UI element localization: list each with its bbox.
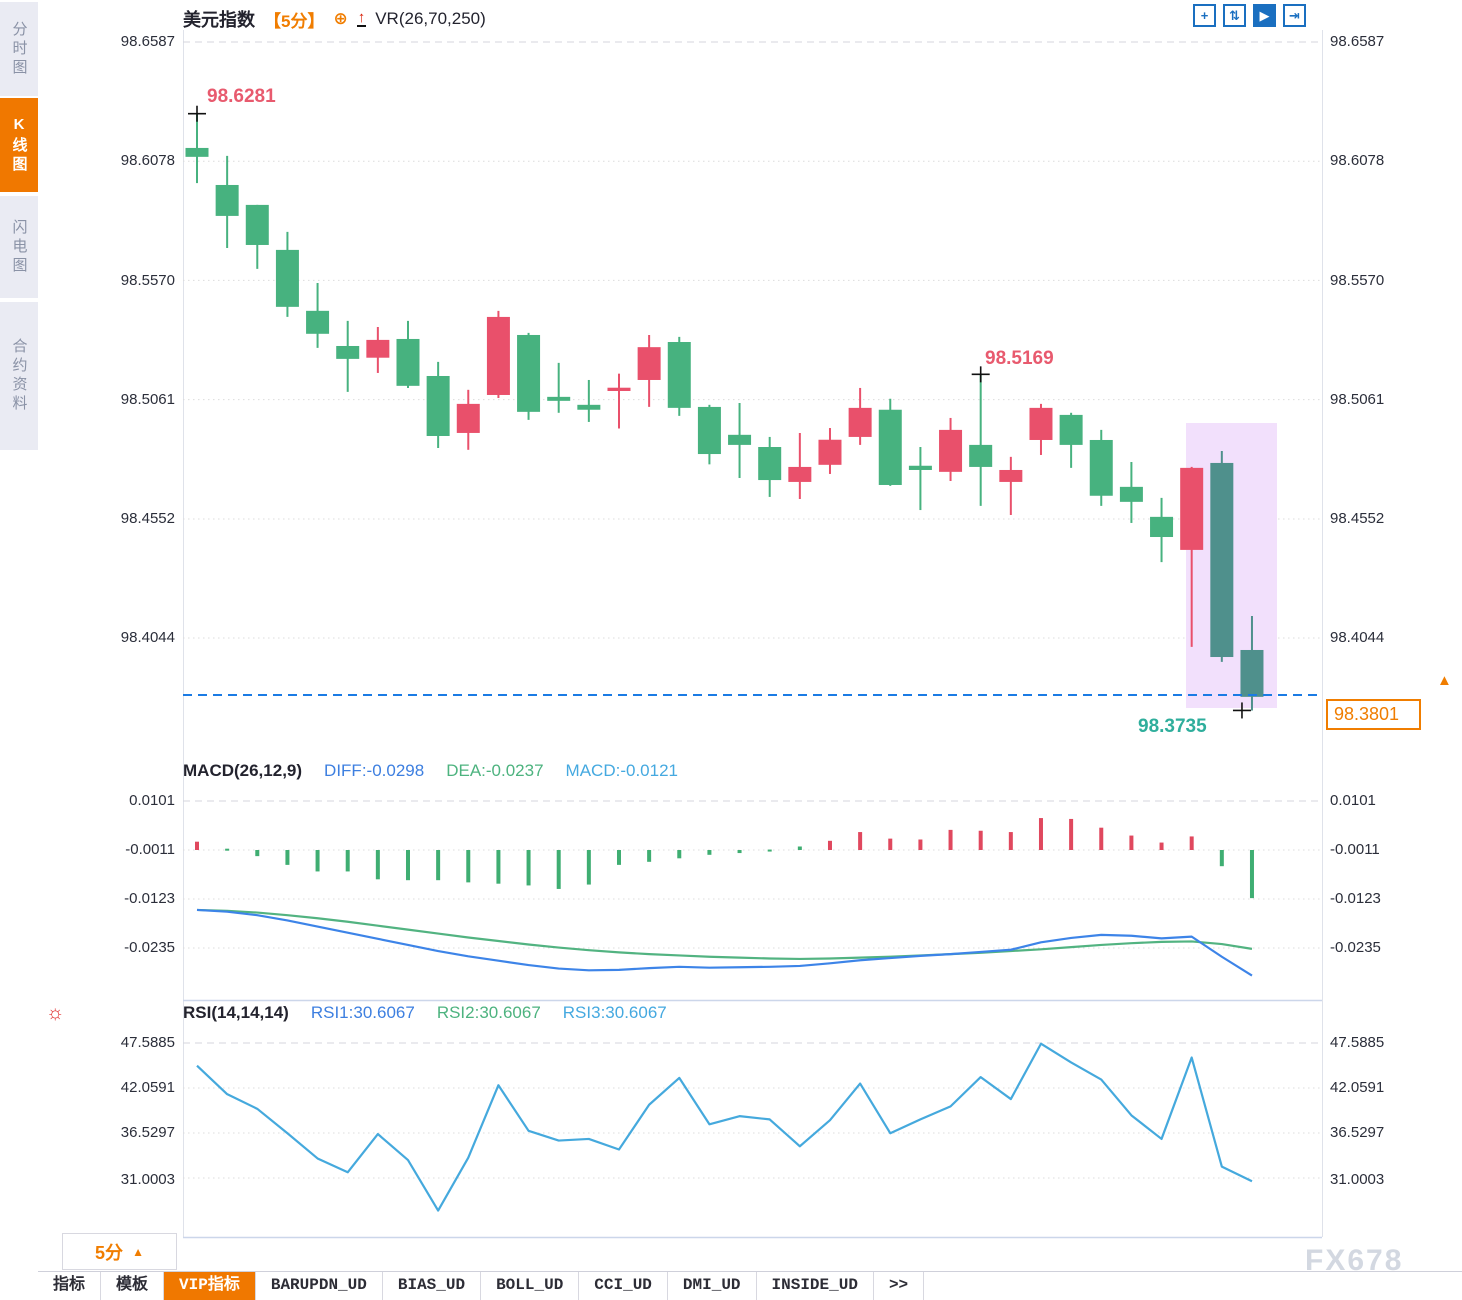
sidebar-item-kline-chart[interactable]: K线图	[0, 98, 38, 192]
left-sidebar: 分时图 K线图 闪电图 合约资料	[0, 0, 38, 1300]
price-axis-label: 98.6078	[1330, 152, 1385, 169]
macd-axis-label: 0.0101	[129, 792, 175, 809]
tab-templates[interactable]: 模板	[101, 1272, 165, 1300]
tab-bias-ud[interactable]: BIAS_UD	[383, 1272, 482, 1300]
tab-indicators[interactable]: 指标	[38, 1272, 102, 1300]
sidebar-item-label: 闪电图	[10, 218, 28, 276]
price-axis-label: 98.5570	[120, 272, 175, 289]
sidebar-item-time-chart[interactable]: 分时图	[0, 2, 38, 96]
indicator-tab-bar: 指标 模板 VIP指标 BARUPDN_UD BIAS_UD BOLL_UD C…	[38, 1271, 1462, 1300]
rsi-axis-label: 42.0591	[1330, 1079, 1385, 1096]
annotation-local-high: 98.6281	[207, 86, 276, 107]
last-price-box: 98.3801	[1326, 699, 1421, 730]
tab-dmi-ud[interactable]: DMI_UD	[668, 1272, 757, 1300]
period-selector[interactable]: 5分 ▲	[62, 1233, 177, 1270]
exit-right-icon[interactable]: ⇥	[1283, 4, 1306, 27]
play-icon[interactable]: ▶	[1253, 4, 1276, 27]
axis-scale-icon[interactable]: ⇅	[1223, 4, 1246, 27]
tab-boll-ud[interactable]: BOLL_UD	[481, 1272, 580, 1300]
rsi2-value: RSI2:30.6067	[436, 1003, 541, 1022]
price-axis-label: 98.5570	[1330, 272, 1385, 289]
triangle-up-icon: ▲	[132, 1244, 144, 1259]
period-value: 5分	[95, 1242, 124, 1263]
target-circle-icon[interactable]: ⊕	[333, 9, 348, 28]
dea-value: DEA:-0.0237	[446, 761, 544, 780]
sidebar-item-label: 合约资料	[10, 338, 28, 414]
price-axis-label: 98.4044	[1330, 629, 1385, 646]
price-axis-label: 98.5061	[120, 391, 175, 408]
price-up-triangle-icon: ▲	[1437, 672, 1452, 689]
macd-axis-label: -0.0011	[1330, 841, 1380, 858]
chart-toolbar: + ⇅ ▶ ⇥	[1193, 4, 1306, 27]
rsi-title: RSI(14,14,14)	[183, 1003, 289, 1022]
period-label: 【5分】	[264, 11, 325, 31]
sidebar-item-contract-info[interactable]: 合约资料	[0, 302, 38, 450]
annotation-session-low: 98.3735	[1138, 716, 1207, 737]
tab-vip-indicators[interactable]: VIP指标	[164, 1272, 256, 1300]
price-axis-label: 98.4044	[120, 629, 175, 646]
price-axis-label: 98.6078	[120, 152, 175, 169]
rsi-axis-label: 36.5297	[120, 1124, 175, 1141]
tab-more[interactable]: >>	[874, 1272, 925, 1300]
macd-header: MACD(26,12,9) DIFF:-0.0298 DEA:-0.0237 M…	[183, 761, 678, 781]
rsi-axis-label: 31.0003	[1330, 1171, 1385, 1188]
annotation-local-high: 98.5169	[985, 348, 1054, 369]
rsi-axis-label: 47.5885	[1330, 1034, 1385, 1051]
macd-axis-label: -0.0011	[125, 841, 175, 858]
macd-axis-label: -0.0235	[124, 939, 175, 956]
chart-title-bar: 美元指数 【5分】 ⊕ ↑ VR(26,70,250)	[183, 6, 486, 32]
macd-axis-label: 0.0101	[1330, 792, 1376, 809]
sidebar-item-label: K线图	[10, 115, 28, 175]
tab-inside-ud[interactable]: INSIDE_UD	[757, 1272, 874, 1300]
rsi-axis-label: 42.0591	[120, 1079, 175, 1096]
rsi-axis-label: 36.5297	[1330, 1124, 1385, 1141]
alert-sun-icon[interactable]: ☼	[46, 1002, 65, 1024]
price-axis-label: 98.4552	[1330, 510, 1385, 527]
tab-cci-ud[interactable]: CCI_UD	[579, 1272, 668, 1300]
rsi-axis-label: 31.0003	[120, 1171, 175, 1188]
macd-title: MACD(26,12,9)	[183, 761, 303, 780]
rsi1-value: RSI1:30.6067	[310, 1003, 415, 1022]
rsi3-value: RSI3:30.6067	[562, 1003, 667, 1022]
price-axis-label: 98.6587	[120, 33, 175, 50]
pan-crosshair-icon[interactable]: +	[1193, 4, 1216, 27]
rsi-axis-label: 47.5885	[120, 1034, 175, 1051]
symbol-name: 美元指数	[183, 10, 255, 30]
last-price-value: 98.3801	[1334, 704, 1400, 724]
rsi-header: RSI(14,14,14) RSI1:30.6067 RSI2:30.6067 …	[183, 1003, 667, 1023]
tab-barupdn-ud[interactable]: BARUPDN_UD	[256, 1272, 383, 1300]
price-axis-label: 98.5061	[1330, 391, 1385, 408]
macd-value: MACD:-0.0121	[565, 761, 678, 780]
sidebar-item-label: 分时图	[10, 20, 28, 78]
sidebar-item-lightning-chart[interactable]: 闪电图	[0, 196, 38, 298]
macd-axis-label: -0.0235	[1330, 939, 1381, 956]
price-axis-label: 98.6587	[1330, 33, 1385, 50]
diff-value: DIFF:-0.0298	[324, 761, 425, 780]
macd-axis-label: -0.0123	[124, 890, 175, 907]
indicator-name: VR(26,70,250)	[375, 9, 486, 28]
price-axis-label: 98.4552	[120, 510, 175, 527]
macd-axis-label: -0.0123	[1330, 890, 1381, 907]
red-up-arrow-icon: ↑	[356, 9, 367, 27]
